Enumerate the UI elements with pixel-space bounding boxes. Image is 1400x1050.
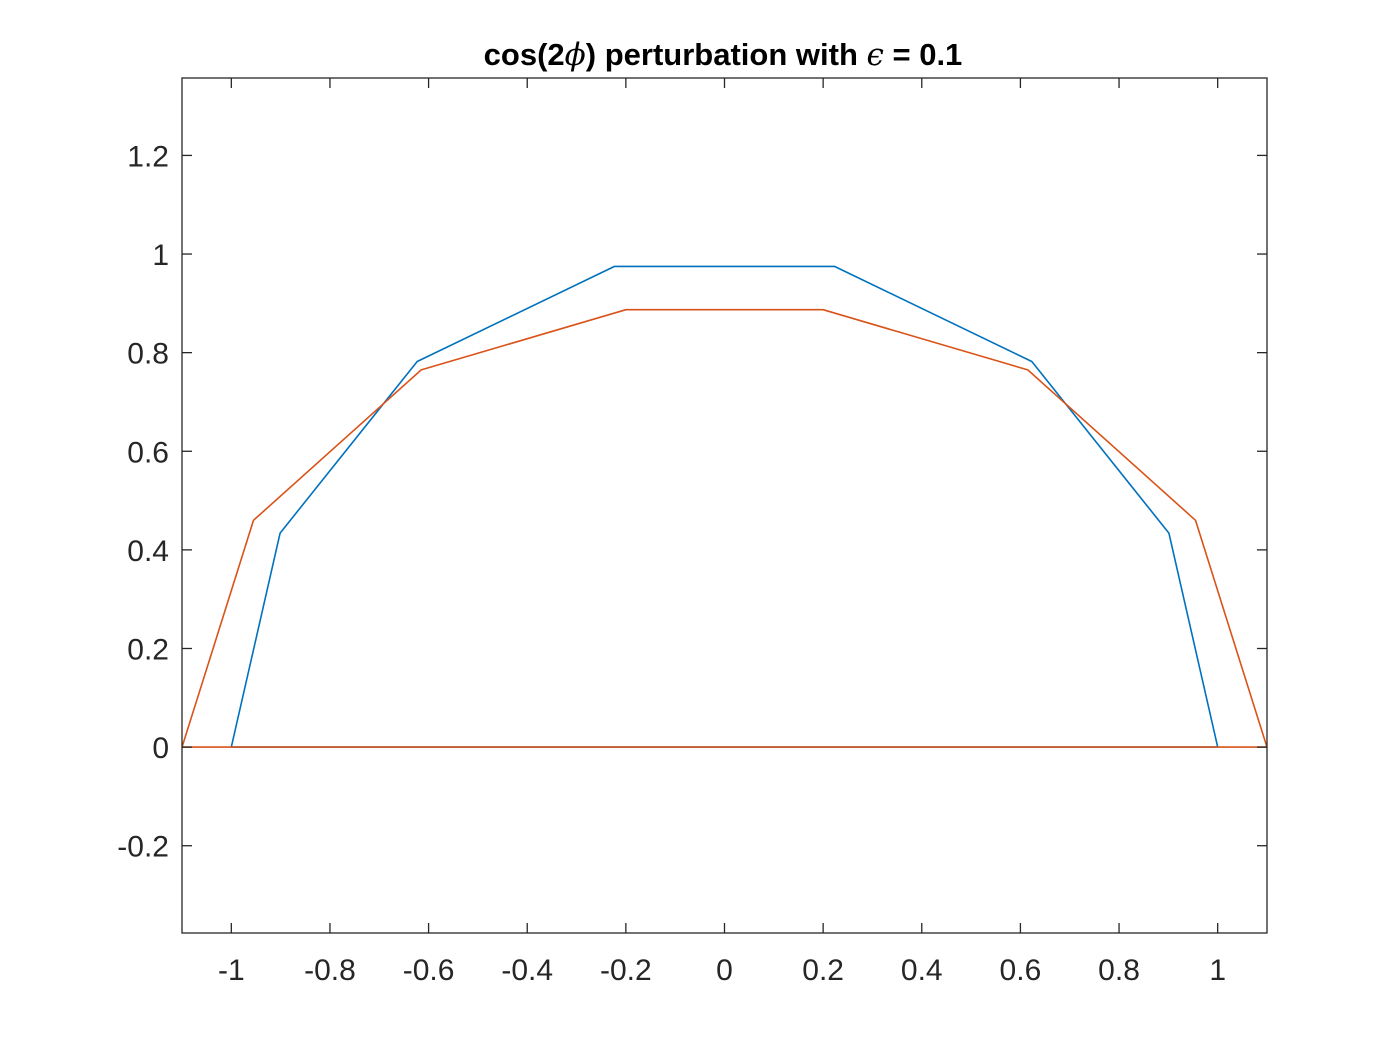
y-tick-label: 0 [152,732,169,765]
x-tick-label: 0.6 [1000,954,1042,987]
plot-frame [181,77,1268,934]
axes: -1 -0.8 -0.6 -0.4 -0.2 0 0.2 0.4 0.6 0.8 1 -0.2 0 0.2… [117,77,1268,987]
y-tick-label: -0.2 [117,831,169,864]
x-tick-label: -0.8 [304,954,356,987]
title-middle: ) perturbation with [586,37,867,72]
chart-title: cos(2ϕ) perturbation with ϵ = 0.1 [484,37,963,73]
series-line-1 [230,265,1219,748]
x-tick-label: -0.4 [501,954,553,987]
plot-area [182,265,1267,748]
title-phi-symbol: ϕ [565,37,586,73]
series-line-2 [182,308,1267,748]
title-suffix: = 0.1 [884,37,962,72]
x-tick-label: 0.8 [1098,954,1140,987]
x-tick-label: 1 [1209,954,1226,987]
x-tick-label: 0.4 [901,954,943,987]
y-tick-label: 0.2 [127,633,169,666]
x-tick-label: 0 [716,954,733,987]
y-tick-label: 1 [152,239,169,272]
y-tick-label: 0.8 [127,338,169,371]
y-tick-label: 1.2 [127,140,169,173]
x-tick-label: 0.2 [802,954,844,987]
x-tick-label: -1 [218,954,245,987]
x-tick-label: -0.2 [600,954,652,987]
y-tick-label: 0.4 [127,535,169,568]
y-tick-label: 0.6 [127,436,169,469]
title-prefix: cos(2 [484,37,565,72]
x-tick-label: -0.6 [403,954,455,987]
title-epsilon-symbol: ϵ [867,37,884,73]
